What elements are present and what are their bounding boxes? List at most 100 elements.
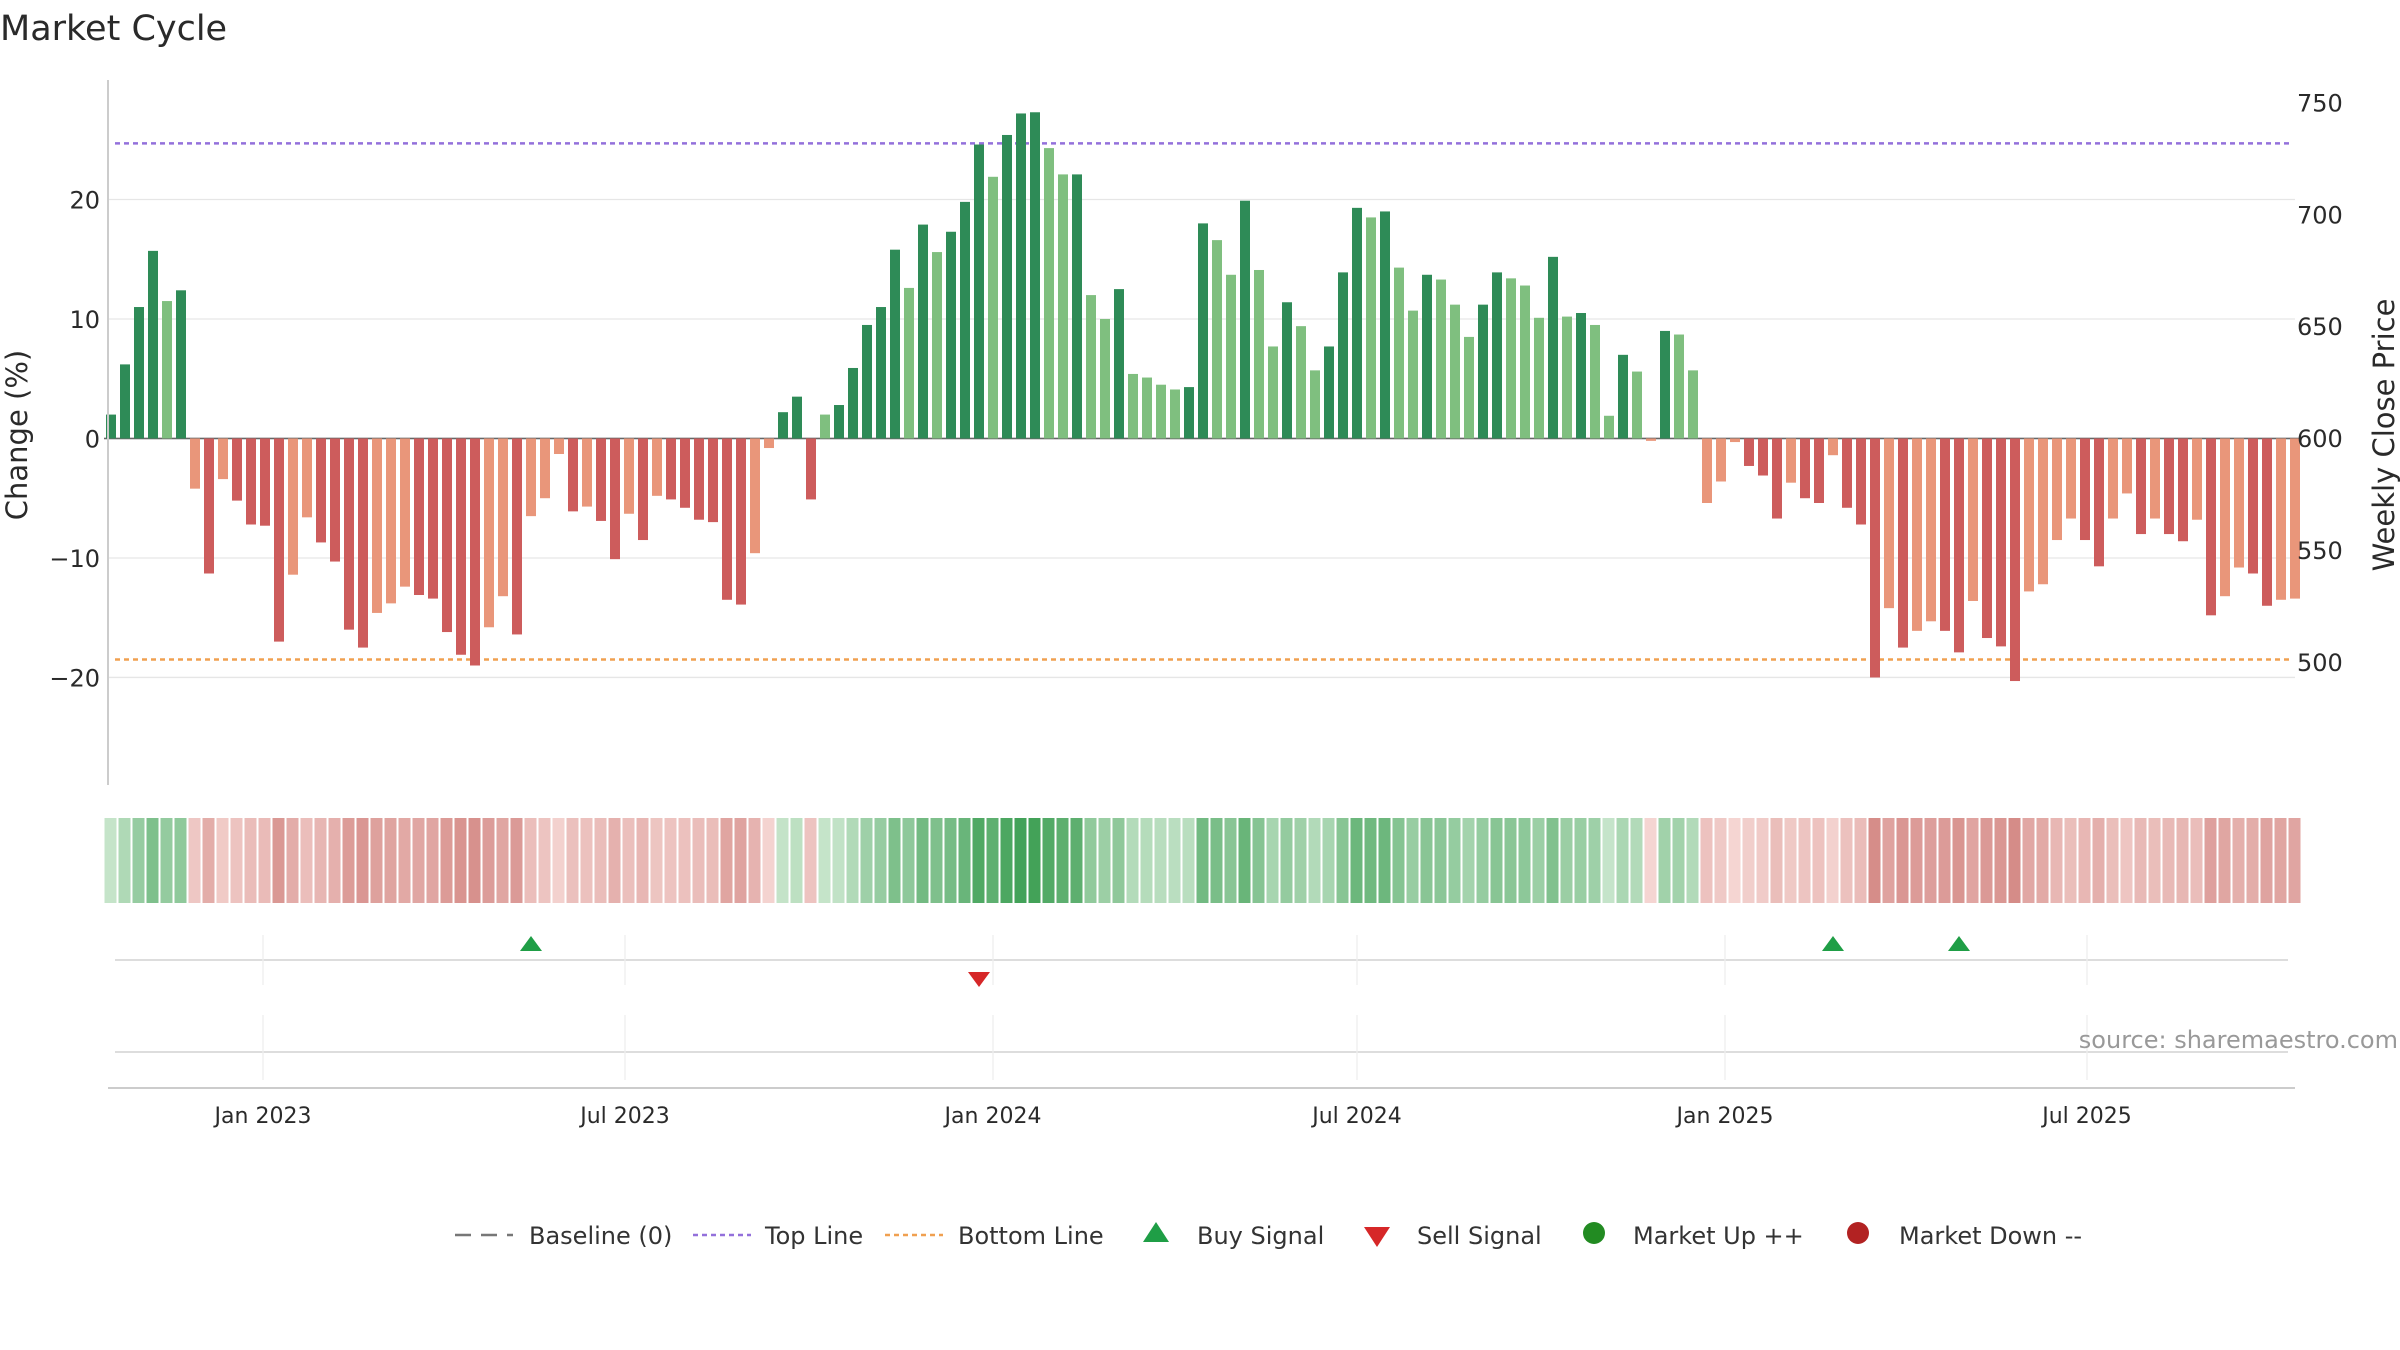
bar — [1114, 289, 1124, 439]
bar — [1996, 438, 2006, 647]
bar — [1758, 438, 1768, 476]
heat-cell — [538, 818, 551, 903]
bar — [2234, 438, 2244, 568]
heat-cell — [328, 818, 341, 903]
heat-cell — [1770, 818, 1783, 903]
bar — [1128, 373, 1138, 439]
bar — [260, 438, 270, 526]
heat-cell — [510, 818, 523, 903]
heat-cell — [1532, 818, 1545, 903]
bar — [1912, 438, 1922, 631]
bar — [2010, 438, 2020, 682]
heat-cell — [874, 818, 887, 903]
heat-cell — [1966, 818, 1979, 903]
bar — [1044, 148, 1054, 439]
legend-label: Market Down -- — [1899, 1222, 2082, 1250]
bar — [372, 438, 382, 613]
heat-cell — [622, 818, 635, 903]
bar — [106, 414, 116, 439]
bar — [176, 290, 186, 439]
y-tick-right: 500 — [2297, 649, 2343, 677]
heat-cell — [1490, 818, 1503, 903]
heat-cell — [2120, 818, 2133, 903]
heat-cell — [804, 818, 817, 903]
heat-cell — [1070, 818, 1083, 903]
heat-cell — [1476, 818, 1489, 903]
heat-cell — [1672, 818, 1685, 903]
heat-cell — [2190, 818, 2203, 903]
bar — [218, 438, 228, 480]
heat-cell — [1210, 818, 1223, 903]
bar — [1506, 278, 1516, 439]
bar — [918, 224, 928, 439]
y-tick-left: 0 — [85, 425, 100, 453]
bar — [638, 438, 648, 541]
bar — [596, 438, 606, 521]
heat-cell — [2106, 818, 2119, 903]
bar — [1394, 267, 1404, 439]
bar — [680, 438, 690, 508]
heat-cell — [2162, 818, 2175, 903]
bar — [820, 414, 830, 439]
heat-cell — [650, 818, 663, 903]
bar — [456, 438, 466, 655]
heat-cell — [1392, 818, 1405, 903]
bar — [1338, 272, 1348, 439]
bar — [974, 144, 984, 439]
bar — [1240, 200, 1250, 439]
heat-cell — [930, 818, 943, 903]
bar — [792, 396, 802, 439]
heat-cell — [1686, 818, 1699, 903]
heat-cell — [832, 818, 845, 903]
bar — [890, 249, 900, 439]
bar — [778, 412, 788, 439]
heat-cell — [1084, 818, 1097, 903]
heat-cell — [1140, 818, 1153, 903]
heat-cell — [1798, 818, 1811, 903]
heat-cell — [860, 818, 873, 903]
heat-cell — [1658, 818, 1671, 903]
heat-cell — [118, 818, 131, 903]
heat-cell — [1322, 818, 1335, 903]
heat-cell — [146, 818, 159, 903]
heat-cell — [2176, 818, 2189, 903]
heat-cell — [454, 818, 467, 903]
heat-cell — [482, 818, 495, 903]
heat-cell — [426, 818, 439, 903]
bar — [526, 438, 536, 517]
bar — [988, 176, 998, 439]
bar — [1786, 438, 1796, 483]
legend-label: Market Up ++ — [1633, 1222, 1804, 1250]
heat-cell — [202, 818, 215, 903]
bar — [2178, 438, 2188, 542]
bar — [862, 324, 872, 439]
y-tick-left: −10 — [49, 545, 100, 573]
bar — [1576, 313, 1586, 439]
heat-cell — [692, 818, 705, 903]
bar — [1030, 112, 1040, 439]
bar — [1646, 438, 1656, 441]
bar — [1898, 438, 1908, 648]
y-tick-left: 10 — [69, 306, 100, 334]
x-tick-label: Jul 2024 — [1310, 1104, 1402, 1129]
bar — [1632, 371, 1642, 439]
heat-cell — [1378, 818, 1391, 903]
legend-label: Baseline (0) — [529, 1222, 672, 1250]
heat-cell — [216, 818, 229, 903]
buy-signal-marker — [1948, 936, 1970, 951]
x-tick-label: Jan 2024 — [943, 1104, 1042, 1129]
bar — [1828, 438, 1838, 456]
heat-cell — [1756, 818, 1769, 903]
bar — [1968, 438, 1978, 601]
heat-cell — [2232, 818, 2245, 903]
heat-cell — [286, 818, 299, 903]
heat-cell — [1098, 818, 1111, 903]
heat-cell — [1616, 818, 1629, 903]
bar — [204, 438, 214, 574]
heat-cell — [1224, 818, 1237, 903]
bar — [1156, 384, 1166, 439]
bar — [498, 438, 508, 597]
source-credit: source: sharemaestro.com — [2079, 1026, 2398, 1054]
legend-label: Sell Signal — [1417, 1222, 1542, 1250]
y-tick-right: 700 — [2297, 201, 2343, 229]
